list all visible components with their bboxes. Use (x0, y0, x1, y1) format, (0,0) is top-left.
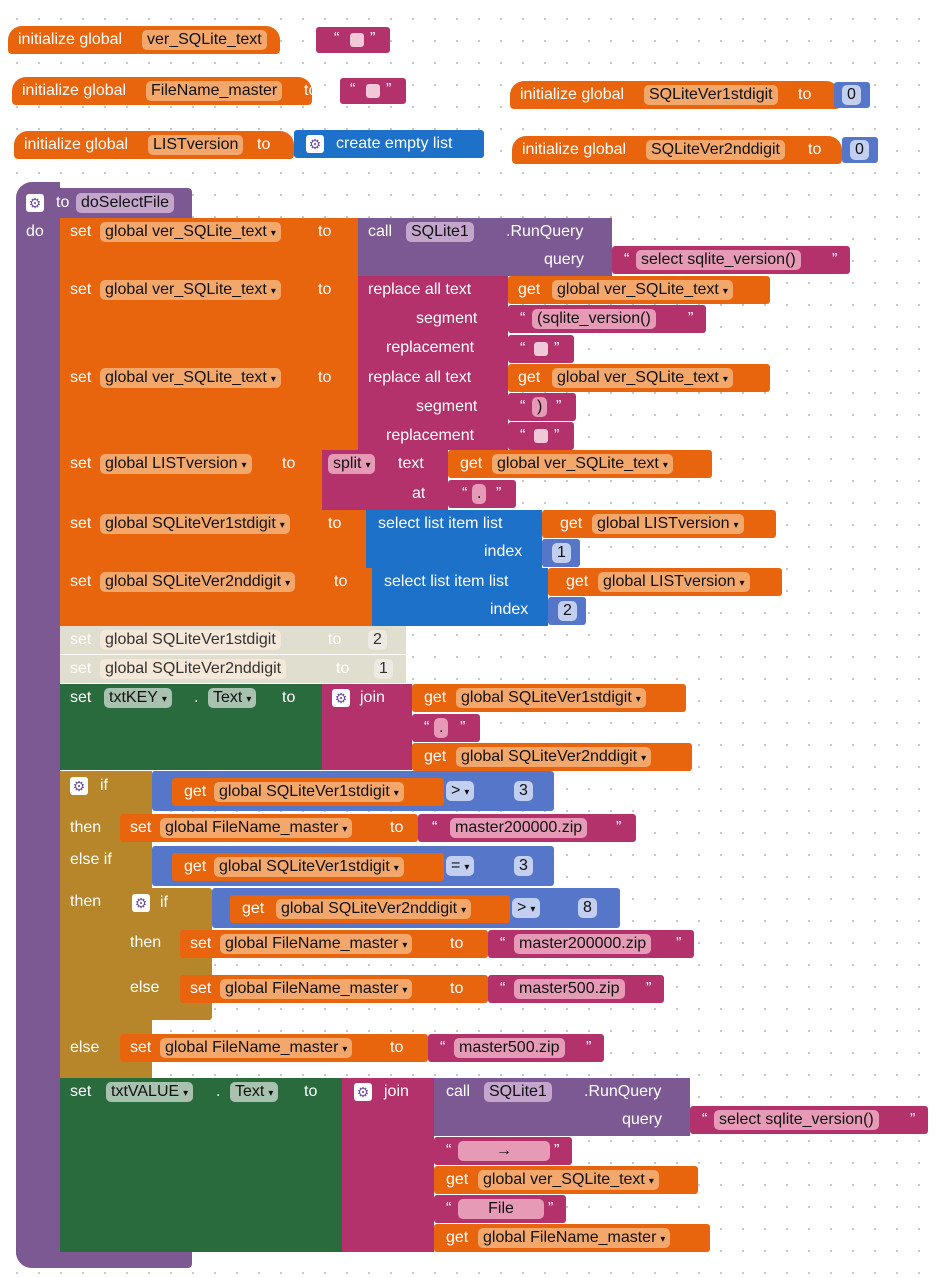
get-ver-block[interactable]: get global ver_SQLite_text ▾ (508, 276, 770, 304)
number-block[interactable]: 2 (548, 597, 586, 625)
get-d2-block[interactable]: get global SQLiteVer2nddigit ▾ (230, 895, 510, 923)
set-filename-master-4[interactable]: set global FileName_master ▾ to (120, 1034, 428, 1062)
call-sqlite-runquery-2[interactable]: call SQLite1 .RunQuery query (434, 1078, 690, 1136)
create-empty-list-block[interactable]: ⚙ create empty list (294, 130, 484, 158)
string-segment-block[interactable]: “(sqlite_version()” (508, 305, 706, 333)
string-dot-block[interactable]: “.” (448, 480, 516, 508)
join-block-1[interactable]: ⚙ join (322, 684, 412, 770)
set-sqlitever2nddigit[interactable]: set global SQLiteVer2nddigit ▾ to (60, 568, 372, 626)
gear-icon[interactable]: ⚙ (354, 1083, 372, 1101)
replace-all-text-2[interactable]: replace all text segment replacement (358, 364, 508, 450)
gear-icon[interactable]: ⚙ (70, 777, 88, 795)
procedure-footer[interactable] (16, 1250, 192, 1268)
to-label: to (288, 31, 302, 48)
set-filename-master-3[interactable]: set global FileName_master ▾ to (180, 975, 488, 1003)
if-footer[interactable] (60, 1066, 152, 1078)
do-label: do (26, 223, 44, 240)
gear-icon[interactable]: ⚙ (26, 194, 44, 212)
set-listversion[interactable]: set global LISTversion ▾ to (60, 450, 322, 510)
get-d2-block[interactable]: get global SQLiteVer2nddigit ▾ (412, 743, 692, 771)
string-dot-block[interactable]: “.” (412, 714, 480, 742)
set-sqlitever1stdigit[interactable]: set global SQLiteVer1stdigit ▾ to (60, 510, 366, 568)
set-ver-sqlite-text-1[interactable]: set global ver_SQLite_text ▾ to (60, 218, 358, 276)
set-ver-sqlite-text-2[interactable]: set global ver_SQLite_text ▾ to (60, 276, 358, 364)
select-list-item-1[interactable]: select list item list index (366, 510, 542, 568)
number-block[interactable]: 0 (834, 82, 870, 108)
empty-string-block[interactable]: “” (316, 27, 390, 53)
gear-icon[interactable]: ⚙ (306, 135, 324, 153)
set-filename-master-2[interactable]: set global FileName_master ▾ to (180, 930, 488, 958)
initialize-global-label: initialize global (18, 31, 123, 48)
get-filename-block[interactable]: get global FileName_master ▾ (434, 1224, 710, 1252)
set-txtvalue-text[interactable]: set txtVALUE ▾ . Text ▾ to (60, 1078, 342, 1252)
string-select-sqlite-version[interactable]: “select sqlite_version()” (690, 1106, 928, 1134)
set-ver-sqlite-text-3[interactable]: set global ver_SQLite_text ▾ to (60, 364, 358, 450)
set-filename-master-1[interactable]: set global FileName_master ▾ to (120, 814, 418, 842)
string-master500[interactable]: “master500.zip” (488, 975, 664, 1003)
number-block[interactable]: 1 (542, 539, 580, 567)
number-block[interactable]: 0 (842, 137, 878, 163)
split-block[interactable]: split ▾ text at (322, 450, 448, 510)
empty-string-block[interactable]: “” (340, 78, 406, 104)
gear-icon[interactable]: ⚙ (132, 894, 150, 912)
global-sqlitever2nddigit-block[interactable]: initialize global SQLiteVer2nddigit to (512, 136, 842, 164)
string-arrow-block[interactable]: “→” (434, 1137, 572, 1165)
get-listversion-block[interactable]: get global LISTversion ▾ (548, 568, 782, 596)
if-header[interactable]: ⚙ if (60, 771, 152, 801)
disabled-set-sqlitever1stdigit[interactable]: set global SQLiteVer1stdigit to 2 (60, 626, 406, 654)
global-ver-sqlite-text-block[interactable]: initialize global ver_SQLite_text to (8, 26, 301, 54)
global-name-field[interactable]: ver_SQLite_text (142, 30, 267, 50)
get-d1-block[interactable]: get global SQLiteVer1stdigit ▾ (172, 853, 444, 881)
select-list-item-2[interactable]: select list item list index (372, 568, 548, 626)
string-file-block[interactable]: “File” (434, 1195, 566, 1223)
string-master500[interactable]: “master500.zip” (428, 1034, 604, 1062)
global-listversion-block[interactable]: initialize global LISTversion to (14, 131, 294, 159)
get-ver-block[interactable]: get global ver_SQLite_text ▾ (508, 364, 770, 392)
get-ver-block[interactable]: get global ver_SQLite_text ▾ (434, 1166, 698, 1194)
join-block-2[interactable]: ⚙ join (342, 1078, 434, 1252)
call-sqlite-runquery[interactable]: call SQLite1 .RunQuery query (358, 218, 612, 276)
global-sqlitever1stdigit-block[interactable]: initialize global SQLiteVer1stdigit to (510, 81, 840, 109)
string-master200000[interactable]: “master200000.zip” (488, 930, 694, 958)
empty-string-block[interactable]: “” (508, 422, 574, 450)
procedure-doselectfile[interactable] (16, 182, 60, 1268)
procedure-name-field[interactable]: doSelectFile (76, 193, 175, 213)
string-close-paren-block[interactable]: “)” (508, 393, 576, 421)
global-filename-master-block[interactable]: initialize global FileName_master to (12, 77, 317, 105)
replace-all-text-1[interactable]: replace all text segment replacement (358, 276, 508, 364)
disabled-set-sqlitever2nddigit[interactable]: set global SQLiteVer2nddigit to 1 (60, 655, 406, 683)
procedure-header[interactable]: ⚙ to doSelectFile (16, 188, 192, 218)
empty-string-block[interactable]: “” (508, 335, 574, 363)
set-txtkey-text[interactable]: set txtKEY ▾ . Text ▾ to (60, 684, 322, 770)
gear-icon[interactable]: ⚙ (332, 689, 350, 707)
get-d1-block[interactable]: get global SQLiteVer1stdigit ▾ (412, 684, 686, 712)
get-listversion-block[interactable]: get global LISTversion ▾ (542, 510, 776, 538)
string-master200000[interactable]: “master200000.zip” (418, 814, 636, 842)
string-select-sqlite-version[interactable]: “select sqlite_version()” (612, 246, 850, 274)
get-d1-block[interactable]: get global SQLiteVer1stdigit ▾ (172, 778, 444, 806)
get-ver-block[interactable]: get global ver_SQLite_text ▾ (448, 450, 712, 478)
